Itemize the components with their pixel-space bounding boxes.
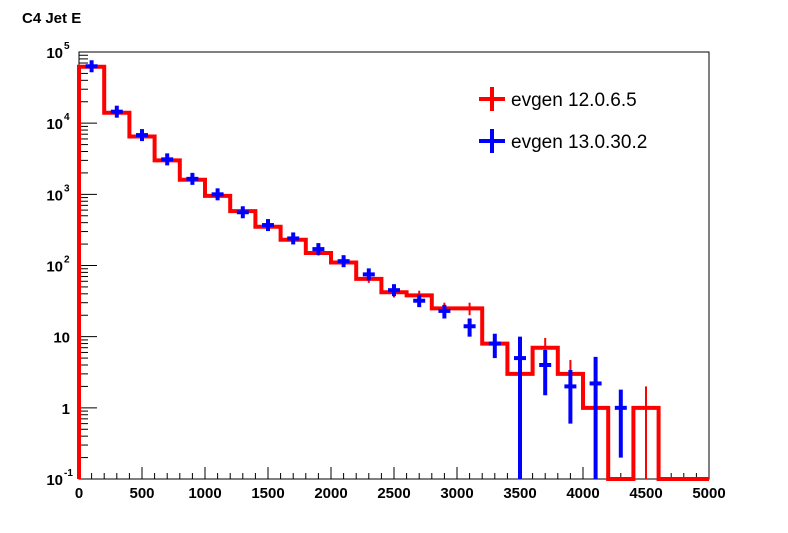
legend-label-red: evgen 12.0.6.5 — [511, 90, 637, 111]
y-tick-exponent: 3 — [64, 183, 70, 194]
legend-label-blue: evgen 13.0.30.2 — [511, 132, 647, 153]
plot-frame — [78, 51, 710, 480]
y-tick-label: 10 — [46, 472, 63, 489]
y-tick-label: 10 — [46, 259, 63, 276]
x-tick-label: 2000 — [314, 485, 347, 502]
histogram-step-line — [77, 64, 709, 481]
y-tick-label: 10 — [53, 330, 70, 347]
chart-title: C4 Jet E — [22, 10, 81, 27]
y-tick-label: 1 — [62, 401, 70, 418]
legend-entry-blue: evgen 13.0.30.2 — [479, 129, 647, 153]
y-tick-exponent: 4 — [64, 112, 70, 123]
series-evgen-13-0-30-2 — [85, 60, 627, 479]
x-tick-label: 500 — [129, 485, 154, 502]
x-tick-label: 5000 — [692, 485, 725, 502]
y-tick-exponent: -1 — [64, 468, 73, 479]
y-tick-label: 10 — [46, 116, 63, 133]
axis-ticks — [78, 51, 710, 480]
x-tick-label: 0 — [75, 485, 83, 502]
legend-entry-red: evgen 12.0.6.5 — [479, 87, 637, 111]
x-tick-label: 4000 — [566, 485, 599, 502]
x-axis-labels: 0 500 1000 1500 2000 2500 3000 3500 4000 4500 5000 — [75, 485, 726, 502]
y-tick-exponent: 5 — [64, 41, 70, 52]
y-tick-exponent: 2 — [64, 255, 70, 266]
x-tick-label: 1000 — [188, 485, 221, 502]
x-tick-label: 2500 — [377, 485, 410, 502]
series-evgen-12-0-6-5 — [77, 64, 709, 481]
y-tick-label: 10 — [46, 187, 63, 204]
x-tick-label: 3500 — [503, 485, 536, 502]
legend: evgen 12.0.6.5 evgen 13.0.30.2 — [479, 87, 647, 153]
x-tick-label: 4500 — [629, 485, 662, 502]
x-tick-label: 1500 — [251, 485, 284, 502]
y-tick-label: 10 — [46, 45, 63, 62]
x-tick-label: 3000 — [440, 485, 473, 502]
